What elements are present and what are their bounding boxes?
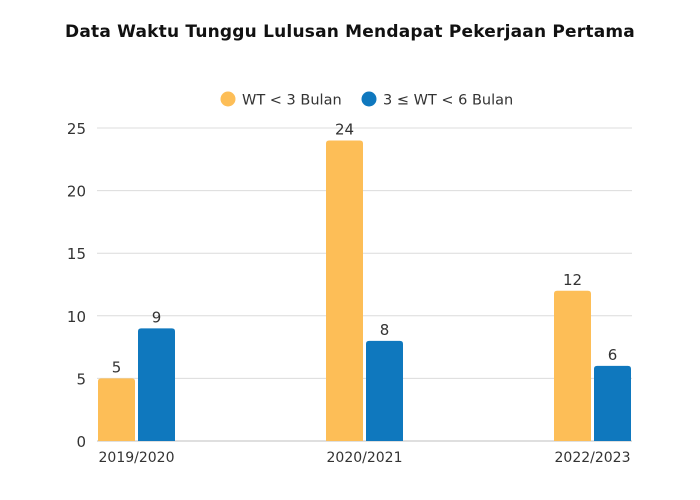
- legend: WT < 3 Bulan 3 ≤ WT < 6 Bulan: [220, 91, 513, 109]
- y-axis: 0 5 10 15 20 25: [67, 120, 86, 451]
- x-tick-label: 2020/2021: [327, 450, 403, 466]
- y-tick-label: 25: [67, 120, 86, 138]
- y-tick-label: 15: [67, 245, 86, 263]
- y-tick-label: 20: [67, 183, 86, 201]
- legend-marker-0: [220, 91, 236, 107]
- y-tick-label: 0: [76, 433, 86, 451]
- x-tick-label: 2022/2023: [555, 450, 631, 466]
- bars: 5 9 24 8 12 6: [98, 121, 631, 441]
- x-tick-label: 2019/2020: [99, 450, 175, 466]
- legend-marker-1: [361, 91, 377, 107]
- data-label: 6: [608, 346, 618, 364]
- bar-wt-3-6-0: [138, 328, 175, 441]
- legend-label-1: 3 ≤ WT < 6 Bulan: [383, 93, 513, 109]
- x-axis: 2019/2020 2020/2021 2022/2023: [99, 450, 631, 466]
- bar-wt-lt-3-0: [98, 378, 135, 441]
- data-label: 5: [112, 358, 122, 376]
- bar-wt-lt-3-2: [554, 290, 591, 441]
- data-label: 24: [335, 121, 354, 139]
- bar-wt-3-6-1: [366, 340, 403, 441]
- data-label: 9: [152, 308, 162, 326]
- bar-wt-3-6-2: [594, 365, 631, 441]
- grid-lines: [97, 127, 632, 442]
- y-tick-label: 10: [67, 308, 86, 326]
- data-label: 8: [380, 321, 390, 339]
- y-tick-label: 5: [76, 370, 86, 388]
- data-label: 12: [563, 271, 582, 289]
- legend-label-0: WT < 3 Bulan: [242, 93, 342, 109]
- chart-title: Data Waktu Tunggu Lulusan Mendapat Peker…: [65, 22, 635, 42]
- bar-wt-lt-3-1: [326, 140, 363, 441]
